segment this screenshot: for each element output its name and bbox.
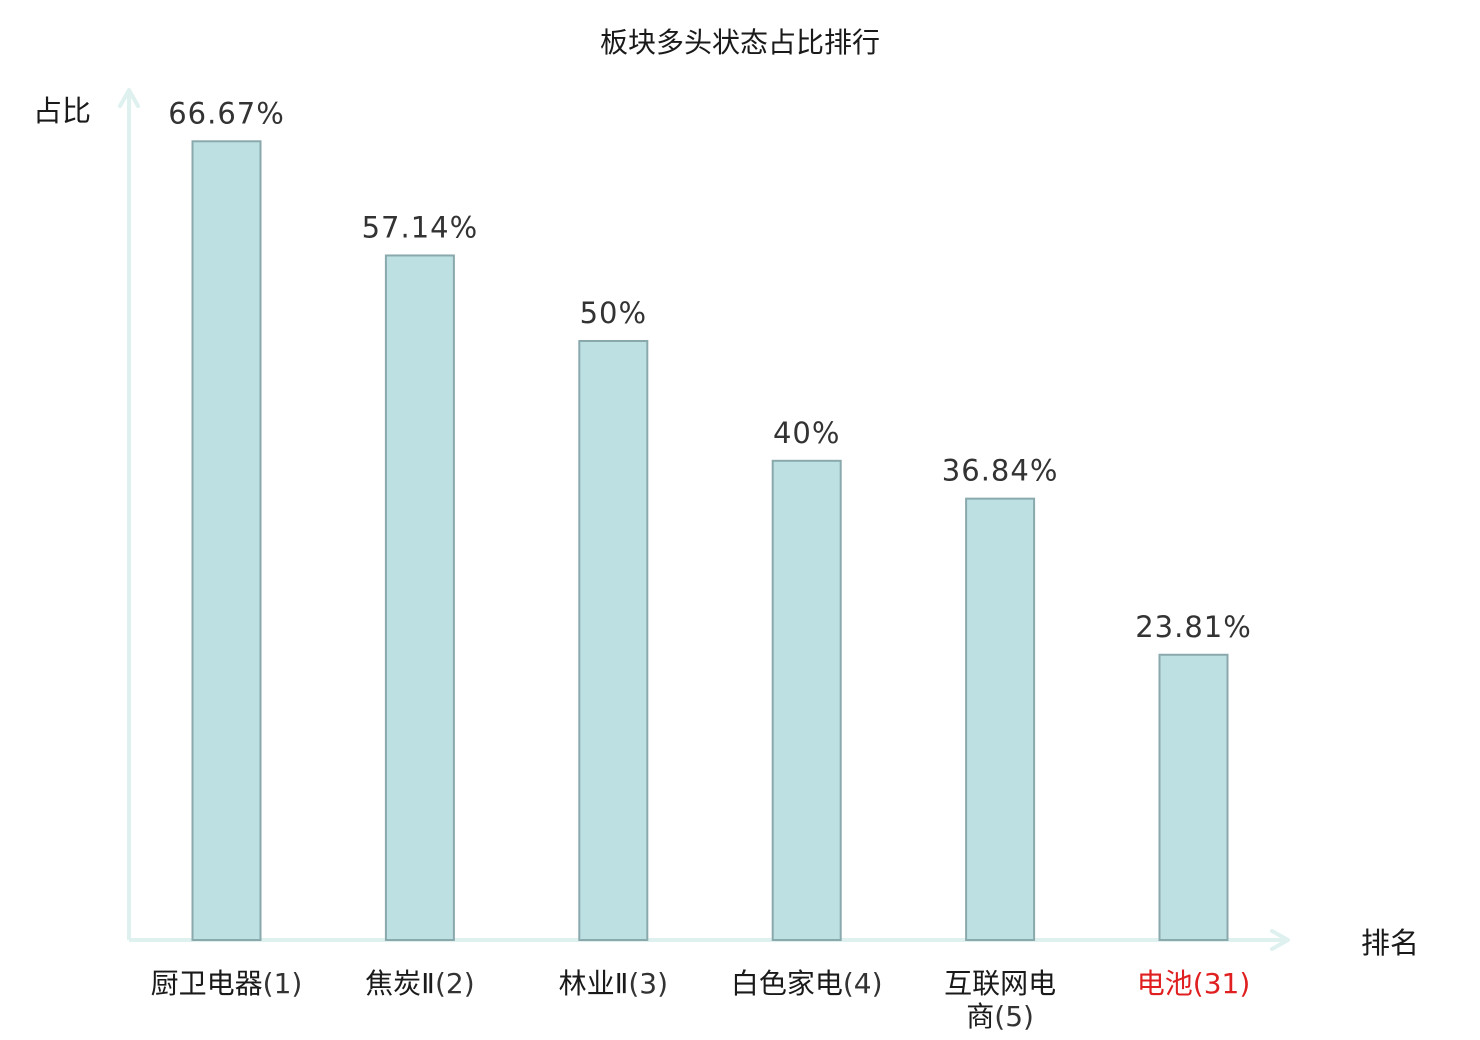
category-name-cont: 商 [966, 1000, 994, 1033]
category-label: 电池(31) [1137, 967, 1251, 1000]
bar [965, 497, 1036, 941]
bar [771, 459, 842, 941]
category-label: 焦炭Ⅱ(2) [365, 967, 474, 1000]
bar [1158, 653, 1229, 942]
category-name: 电池 [1137, 967, 1193, 1000]
category-label: 白色家电(4) [731, 967, 883, 1000]
bar [191, 140, 262, 941]
bar-value-label: 66.67% [168, 96, 285, 130]
category-rank: (2) [435, 967, 475, 1000]
y-axis-arrow-icon [118, 88, 140, 108]
bar-value-label: 50% [580, 296, 647, 330]
bar [578, 340, 649, 941]
category-rank: (4) [843, 967, 883, 1000]
category-name: 厨卫电器 [151, 967, 263, 1000]
category-label: 林业Ⅱ(3) [559, 967, 668, 1000]
y-axis-label: 占比 [33, 94, 91, 128]
bar-value-label: 57.14% [362, 210, 479, 244]
category-labels-group: 厨卫电器(1) 焦炭Ⅱ(2) 林业Ⅱ(3) 白色家电(4) 互联网电商(5) 电池(31) [151, 967, 1251, 1033]
x-axis-arrow-icon [1270, 929, 1290, 951]
category-name: 林业Ⅱ [559, 967, 629, 1000]
chart-title: 板块多头状态占比排行 [600, 26, 880, 59]
value-labels-group: 66.67% 57.14% 50% 40% 36.84% 23.81% [168, 96, 1252, 644]
axes [118, 88, 1290, 951]
bar-value-label: 40% [773, 416, 840, 450]
bar-value-label: 36.84% [942, 454, 1059, 488]
category-rank: (5) [994, 1000, 1034, 1033]
x-axis-label: 排名 [1361, 926, 1419, 960]
category-rank: (31) [1193, 967, 1250, 1000]
bar [384, 254, 455, 941]
category-name: 互联网电 [944, 967, 1056, 1000]
category-label: 厨卫电器(1) [151, 967, 303, 1000]
bar-value-label: 23.81% [1135, 610, 1252, 644]
bars-group [191, 140, 1229, 942]
category-rank: (1) [263, 967, 303, 1000]
category-name: 焦炭Ⅱ [365, 967, 435, 1000]
category-name: 白色家电 [731, 967, 843, 1000]
category-label: 互联网电商(5) [944, 967, 1056, 1033]
category-rank: (3) [628, 967, 668, 1000]
